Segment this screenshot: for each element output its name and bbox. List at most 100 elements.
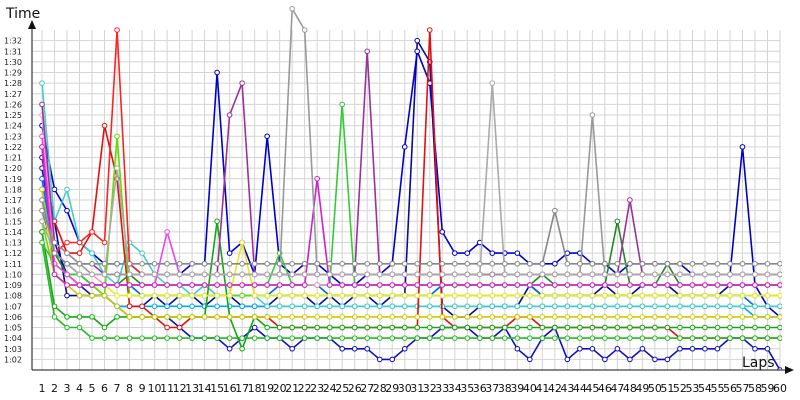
- data-point: [739, 303, 746, 310]
- data-point: [301, 292, 308, 299]
- data-point: [126, 271, 133, 278]
- x-tick-label: 10: [148, 382, 162, 395]
- data-point: [101, 335, 108, 341]
- data-point: [589, 324, 596, 331]
- data-point: [64, 324, 70, 331]
- data-point: [577, 314, 583, 320]
- data-point: [639, 271, 646, 278]
- data-point: [351, 324, 358, 331]
- data-point: [552, 292, 558, 299]
- data-point: [389, 282, 396, 288]
- data-point: [376, 324, 383, 331]
- data-point: [39, 101, 45, 108]
- data-point: [527, 335, 533, 341]
- x-tick-label: 35: [460, 382, 474, 395]
- data-point: [389, 271, 396, 278]
- data-point: [301, 303, 308, 310]
- data-point: [414, 292, 421, 299]
- data-point: [614, 345, 621, 352]
- data-point: [564, 260, 571, 267]
- data-point: [189, 292, 195, 299]
- data-point: [589, 292, 596, 299]
- x-tick-label: 1: [39, 382, 46, 395]
- y-tick-label: 1:24: [4, 122, 22, 131]
- data-point: [464, 314, 471, 320]
- data-point: [251, 303, 258, 310]
- data-point: [577, 303, 583, 310]
- data-point: [76, 260, 83, 267]
- data-point: [164, 303, 170, 310]
- data-point: [489, 292, 496, 299]
- data-point: [139, 314, 145, 320]
- data-point: [101, 239, 108, 246]
- x-tick-label: 20: [273, 382, 287, 395]
- x-tick-label: 50: [648, 382, 662, 395]
- x-tick-label: 13: [185, 382, 199, 395]
- data-point: [426, 260, 433, 267]
- data-point: [64, 271, 70, 278]
- data-point: [214, 314, 220, 320]
- data-point: [239, 303, 245, 310]
- data-point: [339, 282, 346, 288]
- data-point: [339, 101, 346, 108]
- data-point: [151, 335, 158, 341]
- data-point: [226, 250, 233, 256]
- data-point: [464, 335, 471, 341]
- data-point: [189, 314, 195, 320]
- x-tick-label: 12: [173, 382, 187, 395]
- data-point: [89, 282, 95, 288]
- data-point: [564, 292, 571, 299]
- data-point: [289, 271, 295, 278]
- data-point: [514, 324, 521, 331]
- data-point: [364, 282, 371, 288]
- data-point: [539, 303, 546, 310]
- data-point: [527, 260, 533, 267]
- x-tick-label: 41: [535, 382, 549, 395]
- data-point: [276, 292, 283, 299]
- x-tick-label: 54: [698, 382, 712, 395]
- data-point: [89, 260, 95, 267]
- data-point: [552, 303, 558, 310]
- data-point: [276, 314, 283, 320]
- data-point: [614, 282, 621, 288]
- data-point: [301, 314, 308, 320]
- data-point: [739, 260, 746, 267]
- data-point: [639, 303, 646, 310]
- data-point: [201, 335, 208, 341]
- data-point: [489, 303, 496, 310]
- data-point: [64, 239, 70, 246]
- data-point: [289, 335, 295, 341]
- data-point: [739, 314, 746, 320]
- data-point: [577, 260, 583, 267]
- data-point: [351, 282, 358, 288]
- data-point: [652, 324, 658, 331]
- data-point: [189, 260, 195, 267]
- data-point: [589, 112, 596, 118]
- data-point: [451, 292, 458, 299]
- data-point: [401, 282, 408, 288]
- data-point: [139, 250, 145, 256]
- data-point: [51, 186, 58, 193]
- data-point: [752, 271, 758, 278]
- data-point: [114, 282, 120, 288]
- data-point: [602, 335, 608, 341]
- data-point: [364, 303, 371, 310]
- data-point: [539, 314, 546, 320]
- axes: Time Laps: [5, 6, 794, 374]
- data-point: [464, 250, 471, 256]
- data-point: [389, 292, 396, 299]
- data-point: [564, 303, 571, 310]
- data-point: [714, 282, 721, 288]
- data-point: [289, 303, 295, 310]
- y-tick-label: 1:28: [4, 79, 22, 88]
- data-point: [677, 335, 683, 341]
- series-group: [39, 197, 782, 299]
- data-point: [602, 260, 608, 267]
- data-point: [602, 292, 608, 299]
- data-point: [739, 271, 746, 278]
- data-point: [51, 314, 58, 320]
- data-point: [614, 218, 621, 225]
- data-point: [401, 324, 408, 331]
- data-point: [614, 324, 621, 331]
